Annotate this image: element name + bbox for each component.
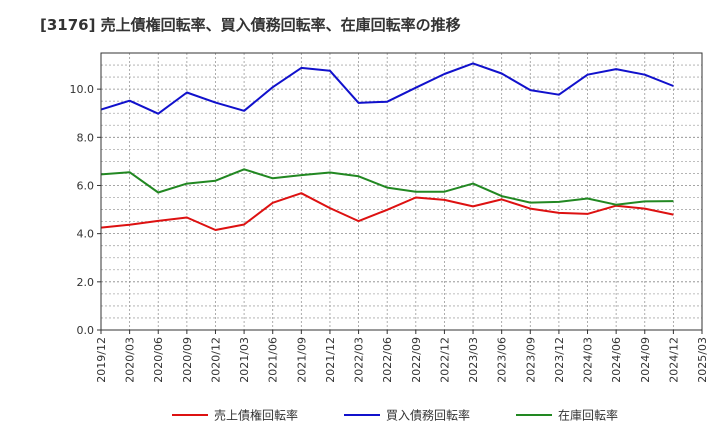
series-line-1 bbox=[100, 62, 674, 115]
x-tick-label: 2024/12 bbox=[667, 337, 680, 383]
series-line-0 bbox=[100, 192, 674, 231]
series-lines bbox=[100, 62, 674, 231]
x-tick-label: 2024/09 bbox=[639, 337, 652, 383]
x-tick-label: 2024/06 bbox=[610, 337, 623, 383]
x-tick-label: 2022/03 bbox=[353, 337, 366, 383]
legend-label-0: 売上債権回転率 bbox=[214, 408, 298, 423]
y-tick-label: 4.0 bbox=[77, 228, 95, 241]
x-tick-label: 2022/12 bbox=[438, 337, 451, 383]
chart-title: [3176] 売上債権回転率、買入債務回転率、在庫回転率の推移 bbox=[40, 16, 461, 34]
x-axis-ticks: 2019/12 2020/03 2020/06 2020/09 2020/12 2021/… bbox=[95, 330, 709, 383]
plot-frame bbox=[100, 52, 703, 331]
x-tick-label: 2023/12 bbox=[553, 337, 566, 383]
x-tick-label: 2020/03 bbox=[124, 337, 137, 383]
x-tick-label: 2022/09 bbox=[410, 337, 423, 383]
x-tick-label: 2021/12 bbox=[324, 337, 337, 383]
x-tick-label: 2024/03 bbox=[582, 337, 595, 383]
x-tick-label: 2023/06 bbox=[496, 337, 509, 383]
legend-label-1: 買入債務回転率 bbox=[386, 408, 470, 423]
plot-border bbox=[100, 52, 703, 331]
x-tick-label: 2022/06 bbox=[381, 337, 394, 383]
y-tick-label: 8.0 bbox=[77, 131, 95, 144]
x-tick-label: 2021/06 bbox=[267, 337, 280, 383]
y-tick-label: 6.0 bbox=[77, 179, 95, 192]
legend: 売上債権回転率 買入債務回転率 在庫回転率 bbox=[172, 408, 618, 423]
y-tick-label: 10.0 bbox=[70, 83, 95, 96]
series-line-2 bbox=[100, 168, 674, 206]
x-tick-label: 2020/06 bbox=[152, 337, 165, 383]
y-axis-ticks: 0.0 2.0 4.0 6.0 8.0 10.0 bbox=[70, 83, 101, 337]
x-tick-label: 2023/09 bbox=[524, 337, 537, 383]
x-tick-label: 2020/09 bbox=[181, 337, 194, 383]
x-tick-label: 2025/03 bbox=[696, 337, 709, 383]
x-tick-label: 2023/03 bbox=[467, 337, 480, 383]
x-tick-label: 2019/12 bbox=[95, 337, 108, 383]
legend-label-2: 在庫回転率 bbox=[558, 408, 618, 423]
y-tick-label: 0.0 bbox=[77, 324, 95, 337]
x-tick-label: 2021/03 bbox=[238, 337, 251, 383]
y-tick-label: 2.0 bbox=[77, 276, 95, 289]
x-tick-label: 2021/09 bbox=[295, 337, 308, 383]
x-tick-label: 2020/12 bbox=[209, 337, 222, 383]
